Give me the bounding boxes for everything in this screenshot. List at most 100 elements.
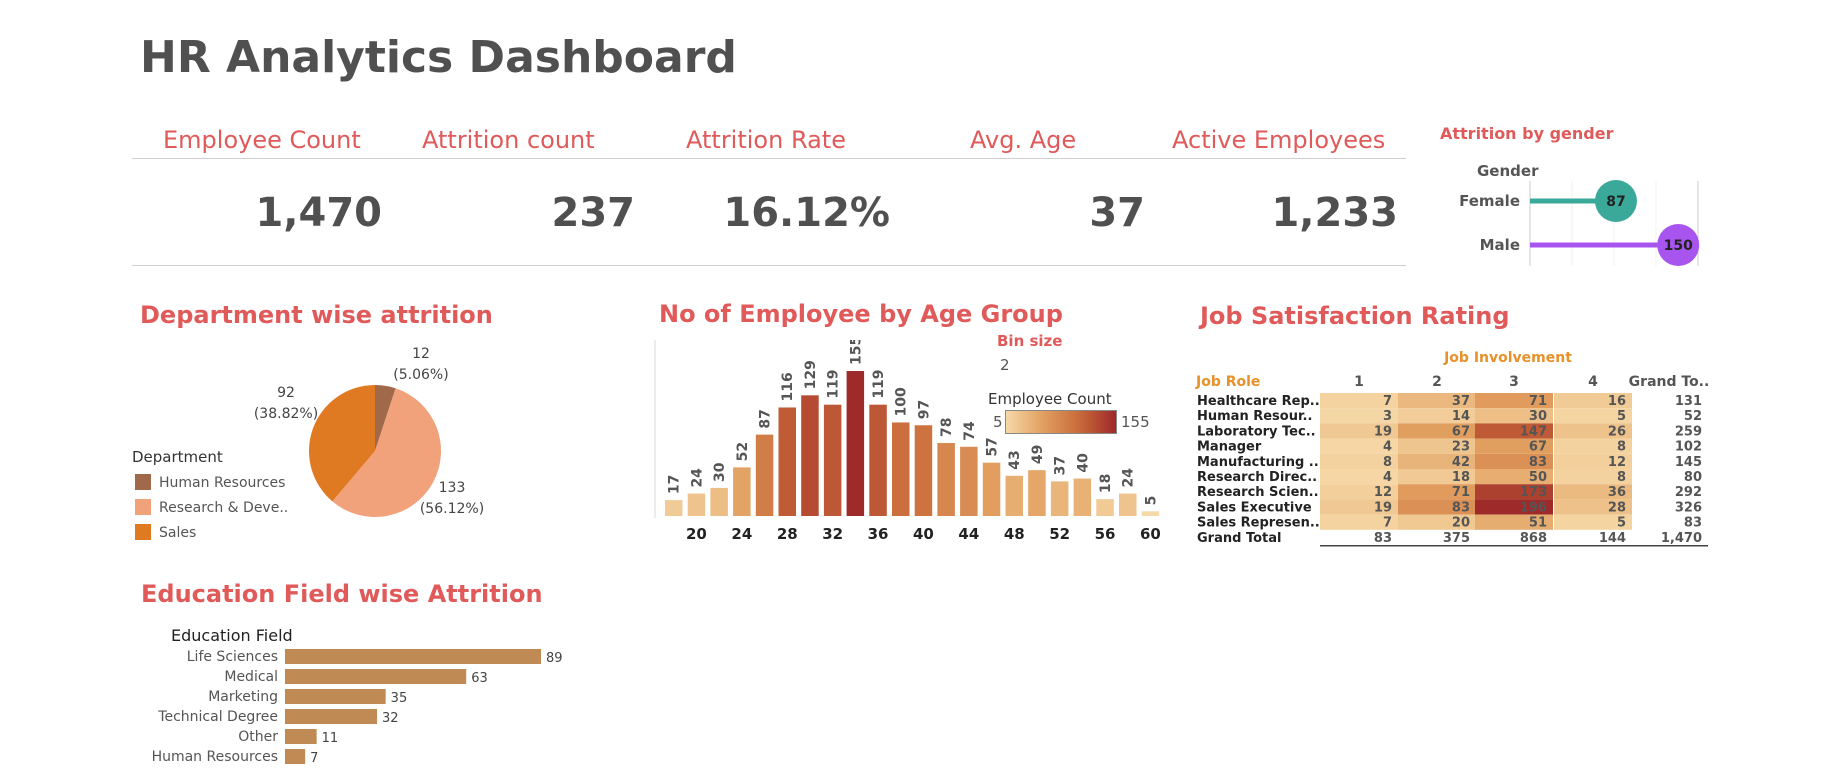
heatmap-cell — [1554, 484, 1632, 500]
heatmap-cell — [1554, 438, 1632, 454]
age-bar — [1028, 470, 1046, 516]
age-value-label: 119 — [871, 369, 887, 398]
gender-label: Female — [1459, 192, 1520, 210]
age-tick-label: 56 — [1095, 525, 1116, 543]
age-value-label: 18 — [1098, 474, 1114, 493]
heatmap-cell — [1554, 514, 1632, 530]
kpi-active-employees-value: 1,233 — [1271, 190, 1398, 236]
heatmap-cell — [1475, 423, 1553, 439]
heatmap-cell-value: 36 — [1608, 485, 1626, 500]
gender-value-label: 87 — [1606, 194, 1625, 210]
age-value-label: 97 — [916, 400, 932, 419]
heatmap-cell — [1398, 423, 1476, 439]
heatmap-cell-value: 3 — [1383, 409, 1392, 424]
heatmap-cell-value: 5 — [1617, 409, 1626, 424]
heatmap-cell-value: 196 — [1520, 500, 1547, 515]
heatmap-grand-total-label: Grand Total — [1197, 531, 1281, 546]
age-chart-title: No of Employee by Age Group — [659, 300, 1063, 328]
age-bar — [1119, 493, 1137, 516]
age-value-label: 52 — [735, 442, 751, 461]
age-value-label: 100 — [894, 387, 910, 416]
education-chart-title: Education Field wise Attrition — [141, 580, 543, 608]
heatmap-row-label: Sales Executive — [1197, 500, 1312, 515]
age-value-label: 24 — [689, 468, 705, 488]
heatmap-cell-value: 67 — [1529, 440, 1547, 455]
age-bar — [710, 487, 728, 516]
heatmap-cell-value: 7 — [1383, 516, 1392, 531]
age-value-label: 116 — [780, 372, 796, 401]
heatmap-row-label: Manager — [1197, 440, 1262, 455]
gender-lollipop-chart: Female 87 Male 150 — [1459, 180, 1700, 266]
heatmap-cell-value: 67 — [1452, 424, 1470, 439]
color-legend-min: 5 — [993, 413, 1003, 431]
pie-slice — [309, 385, 375, 502]
kpi-avg-age-label: Avg. Age — [970, 126, 1077, 154]
age-value-label: 49 — [1030, 445, 1046, 464]
heatmap-cell-value: 30 — [1529, 409, 1547, 424]
heatmap-column-header: 2 — [1432, 374, 1442, 390]
age-value-label: 43 — [1007, 450, 1023, 469]
heatmap-row-total: 102 — [1675, 440, 1702, 455]
pie-value-label: 133 — [439, 480, 466, 496]
age-bar — [801, 395, 819, 516]
heatmap-cell-value: 28 — [1608, 500, 1626, 515]
heatmap-cell-value: 71 — [1529, 394, 1547, 409]
age-bar — [1005, 475, 1023, 516]
color-legend-gradient — [1005, 410, 1117, 434]
kpi-attrition-rate-value: 16.12% — [723, 190, 890, 236]
heatmap-grand-total-value: 144 — [1599, 531, 1626, 546]
education-dimension-label: Education Field — [171, 626, 293, 645]
heatmap-cell — [1475, 438, 1553, 454]
bin-size-label: Bin size — [997, 332, 1063, 350]
age-bar — [869, 404, 887, 516]
heatmap-cell — [1554, 499, 1632, 515]
age-bar — [1050, 481, 1069, 516]
department-pie-chart: 12 (5.06%) 133 (56.12%) 92 (38.82%) Departmen… — [132, 346, 484, 541]
kpi-bottom-rule — [132, 265, 1406, 266]
age-tick-label: 48 — [1004, 525, 1025, 543]
education-bar — [285, 649, 541, 664]
kpi-attrition-count-value: 237 — [551, 190, 636, 236]
heatmap-cell-value: 83 — [1452, 500, 1470, 515]
education-category-label: Technical Degree — [157, 709, 278, 725]
age-bar — [1141, 511, 1160, 516]
age-bar — [960, 446, 978, 516]
heatmap-cell-value: 12 — [1374, 485, 1392, 500]
heatmap-row-total: 131 — [1675, 394, 1702, 409]
color-legend-title: Employee Count — [988, 390, 1112, 408]
heatmap-cell-value: 19 — [1374, 500, 1392, 515]
age-bar — [733, 467, 751, 516]
gender-dot — [1657, 224, 1700, 266]
age-value-label: 155 — [848, 340, 864, 365]
bin-size-value[interactable]: 2 — [1000, 356, 1010, 374]
heatmap-row-label: Healthcare Rep.. — [1197, 394, 1320, 409]
heatmap-grand-total-overall: 1,470 — [1661, 531, 1702, 546]
kpi-attrition-rate-label: Attrition Rate — [686, 126, 846, 154]
heatmap-cell-value: 83 — [1529, 455, 1547, 470]
heatmap-cell — [1320, 438, 1398, 454]
heatmap-cell — [1320, 423, 1398, 439]
education-value-label: 35 — [391, 691, 408, 706]
heatmap-row-total: 326 — [1675, 500, 1702, 515]
age-bar — [1096, 499, 1114, 516]
heatmap-row-total: 292 — [1675, 485, 1702, 500]
heatmap-cell — [1398, 484, 1476, 500]
heatmap-row-label: Sales Represen.. — [1197, 516, 1320, 531]
kpi-employee-count-label: Employee Count — [163, 126, 361, 154]
heatmap-cell-value: 71 — [1452, 485, 1470, 500]
heatmap-cell — [1320, 484, 1398, 500]
education-bar — [285, 669, 467, 684]
heatmap-row-label: Human Resour.. — [1197, 409, 1312, 424]
heatmap-cell-value: 50 — [1529, 470, 1547, 485]
heatmap-cell-value: 51 — [1529, 516, 1547, 531]
pie-legend-swatch — [135, 499, 151, 515]
heatmap-column-header: 4 — [1588, 374, 1598, 390]
gender-dot — [1594, 180, 1637, 222]
heatmap-cell — [1554, 469, 1632, 485]
age-tick-label: 32 — [822, 525, 843, 543]
color-legend-max: 155 — [1121, 413, 1150, 431]
heatmap-row-label: Manufacturing .. — [1197, 455, 1319, 470]
heatmap-cell — [1475, 393, 1553, 409]
age-bar — [892, 422, 910, 516]
